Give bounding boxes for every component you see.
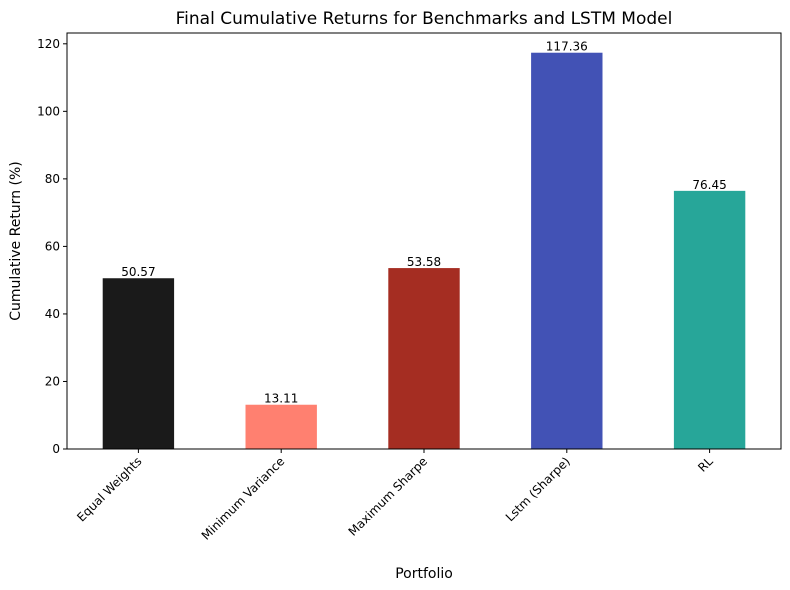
- x-tick-label: Minimum Variance: [199, 454, 288, 543]
- y-tick-label: 40: [45, 307, 60, 321]
- bar: [102, 278, 175, 449]
- y-tick-label: 120: [37, 37, 60, 51]
- bar-value-label: 13.11: [264, 392, 298, 406]
- y-axis-label: Cumulative Return (%): [8, 161, 24, 321]
- bar-value-labels: 50.57 13.11 53.58 117.36 76.45: [121, 40, 727, 406]
- y-tick-label: 20: [45, 374, 60, 388]
- bar: [245, 404, 317, 449]
- x-tick-label: Maximum Sharpe: [346, 454, 430, 538]
- bar: [531, 52, 603, 449]
- bar: [673, 190, 746, 449]
- y-tick-label: 100: [37, 104, 60, 118]
- plot-frame: [66, 32, 782, 450]
- x-axis-ticks: Equal Weights Minimum Variance Maximum Sha…: [74, 449, 716, 543]
- bar: [388, 268, 460, 449]
- y-axis-ticks: 0 20 40 60 80 100 120: [37, 37, 67, 456]
- bar-value-label: 53.58: [407, 255, 441, 269]
- chart-title: Final Cumulative Returns for Benchmarks …: [176, 9, 673, 29]
- bar-value-label: 50.57: [121, 265, 155, 279]
- x-tick-label: Equal Weights: [74, 454, 144, 524]
- x-tick-label: Lstm (Sharpe): [503, 454, 573, 524]
- bar-value-label: 117.36: [546, 40, 588, 54]
- y-tick-label: 60: [45, 239, 60, 253]
- x-axis-label: Portfolio: [395, 566, 453, 582]
- bar-value-label: 76.45: [692, 178, 726, 192]
- y-tick-label: 0: [52, 442, 60, 456]
- y-tick-label: 80: [45, 172, 60, 186]
- bars: [102, 52, 746, 449]
- x-tick-label: RL: [695, 454, 716, 475]
